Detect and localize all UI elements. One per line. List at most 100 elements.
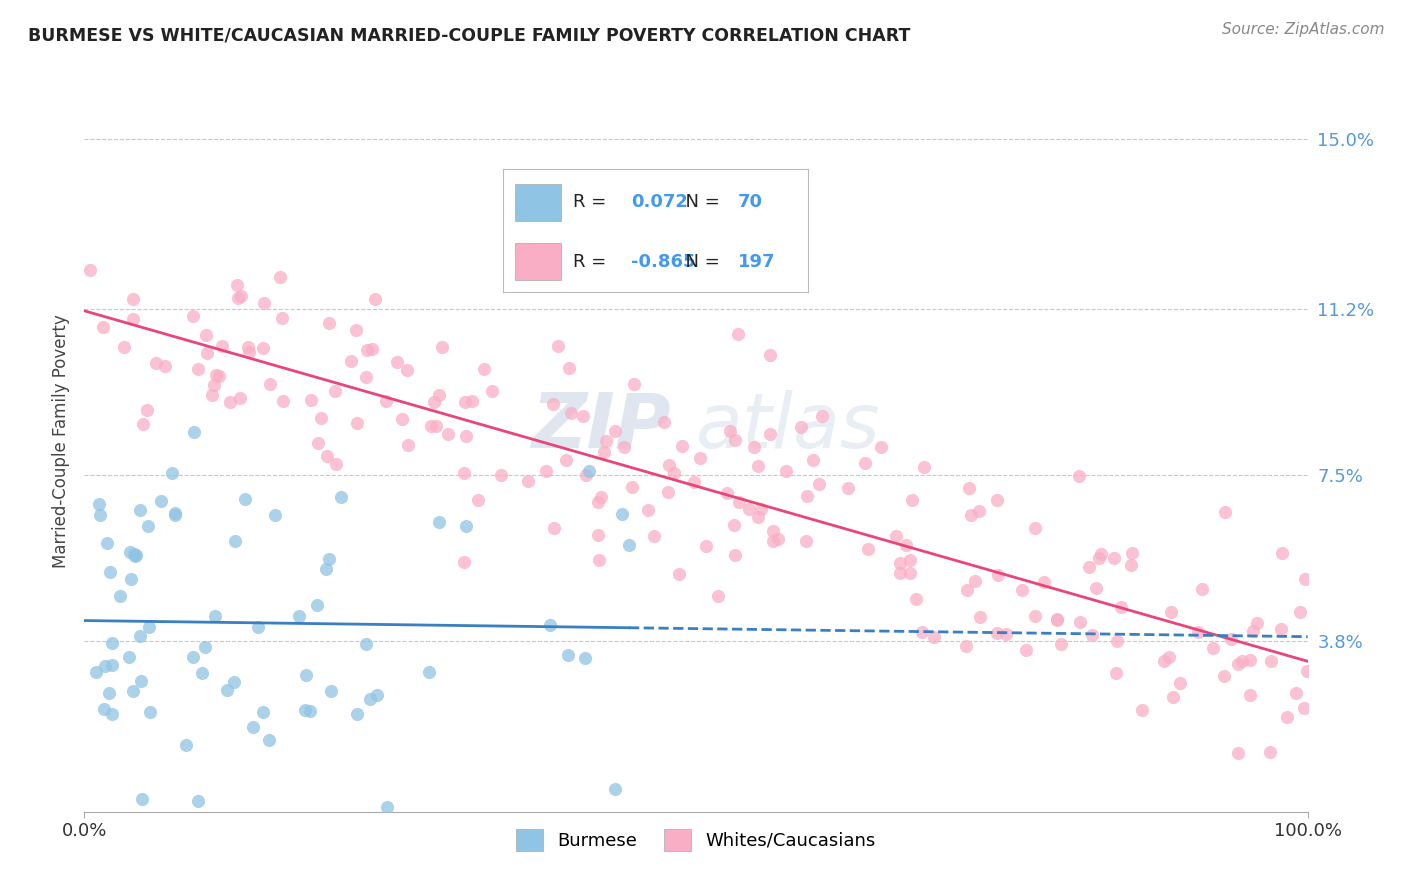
- Text: 0.072: 0.072: [631, 194, 688, 211]
- Point: [574, 651, 596, 665]
- Point: [136, 519, 159, 533]
- Point: [98, 565, 121, 579]
- Point: [738, 502, 761, 516]
- Point: [238, 345, 260, 359]
- Point: [101, 657, 124, 672]
- Point: [211, 339, 233, 353]
- Point: [1105, 634, 1128, 648]
- Point: [132, 417, 155, 431]
- Point: [122, 292, 145, 306]
- Point: [612, 507, 634, 521]
- Point: [1239, 688, 1261, 702]
- Text: 197: 197: [738, 252, 775, 270]
- Point: [385, 355, 408, 369]
- Text: R =: R =: [572, 252, 612, 270]
- Point: [662, 466, 685, 480]
- Point: [93, 701, 115, 715]
- Point: [588, 553, 610, 567]
- Point: [870, 440, 893, 454]
- Point: [683, 475, 706, 489]
- Point: [87, 497, 110, 511]
- Y-axis label: Married-Couple Family Poverty: Married-Couple Family Poverty: [52, 315, 70, 568]
- Point: [856, 541, 879, 556]
- Point: [396, 363, 419, 377]
- Point: [558, 360, 581, 375]
- Text: N =: N =: [673, 252, 725, 270]
- Point: [547, 339, 569, 353]
- Point: [900, 492, 922, 507]
- Point: [295, 668, 318, 682]
- Point: [131, 792, 153, 806]
- Point: [578, 464, 600, 478]
- Point: [1084, 581, 1107, 595]
- Point: [138, 619, 160, 633]
- Point: [356, 343, 378, 357]
- Point: [472, 361, 495, 376]
- Point: [1046, 613, 1069, 627]
- Point: [118, 650, 141, 665]
- Point: [889, 557, 911, 571]
- Point: [247, 620, 270, 634]
- Point: [1168, 676, 1191, 690]
- Point: [122, 547, 145, 561]
- Point: [359, 691, 381, 706]
- Point: [425, 419, 447, 434]
- Point: [120, 545, 142, 559]
- Point: [922, 631, 945, 645]
- Point: [138, 705, 160, 719]
- Point: [759, 348, 782, 362]
- Point: [453, 555, 475, 569]
- FancyBboxPatch shape: [515, 184, 561, 221]
- Point: [489, 467, 512, 482]
- Point: [120, 572, 142, 586]
- Point: [305, 598, 328, 612]
- Point: [969, 609, 991, 624]
- Point: [657, 485, 679, 500]
- Point: [1090, 547, 1112, 561]
- Point: [454, 429, 477, 443]
- Point: [153, 359, 176, 374]
- Point: [224, 674, 246, 689]
- Point: [956, 582, 979, 597]
- Point: [1160, 605, 1182, 619]
- Point: [1260, 654, 1282, 668]
- Point: [811, 409, 834, 423]
- Point: [418, 665, 440, 679]
- Point: [613, 440, 636, 454]
- Point: [1046, 612, 1069, 626]
- Point: [187, 362, 209, 376]
- Point: [94, 658, 117, 673]
- Point: [201, 388, 224, 402]
- Point: [375, 800, 398, 814]
- Text: N =: N =: [673, 194, 725, 211]
- Point: [1220, 632, 1243, 646]
- Point: [101, 707, 124, 722]
- Point: [129, 673, 152, 688]
- Point: [837, 481, 859, 495]
- Point: [1270, 622, 1292, 636]
- Point: [454, 519, 477, 533]
- Point: [762, 524, 785, 538]
- Point: [318, 316, 340, 330]
- Point: [93, 319, 115, 334]
- Point: [1109, 600, 1132, 615]
- Point: [187, 794, 209, 808]
- Point: [747, 458, 769, 473]
- Point: [269, 269, 291, 284]
- Point: [643, 529, 665, 543]
- Point: [252, 341, 274, 355]
- Point: [801, 452, 824, 467]
- Point: [225, 278, 247, 293]
- Point: [1202, 640, 1225, 655]
- Point: [1121, 558, 1143, 573]
- Point: [208, 369, 231, 384]
- Point: [181, 309, 204, 323]
- Point: [898, 566, 921, 581]
- Point: [658, 458, 681, 473]
- Point: [603, 424, 626, 438]
- Point: [668, 567, 690, 582]
- Point: [1295, 664, 1317, 678]
- Point: [1161, 690, 1184, 705]
- Point: [557, 648, 579, 662]
- Point: [904, 591, 927, 606]
